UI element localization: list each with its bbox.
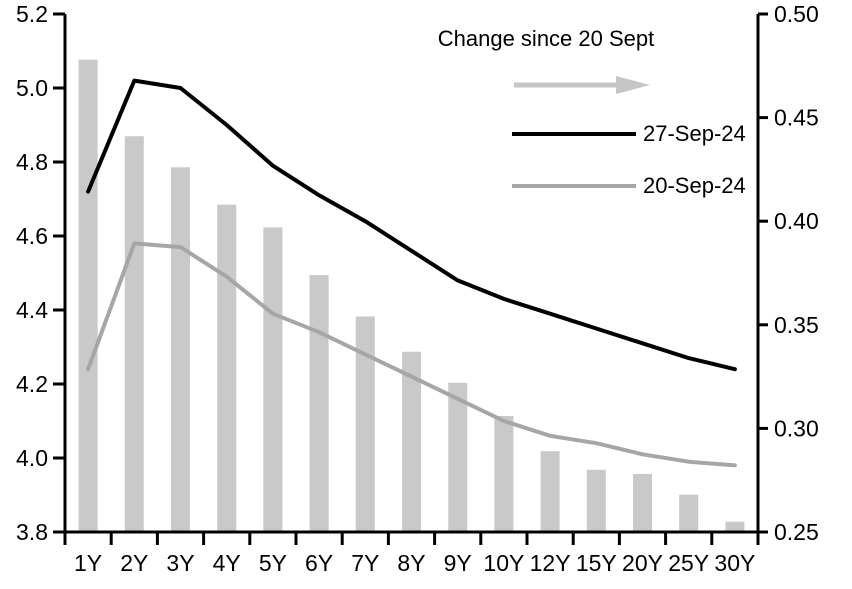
right-axis-tick-label: 0.40 bbox=[774, 208, 819, 234]
bar-10Y bbox=[494, 415, 514, 532]
right-axis-tick-label: 0.50 bbox=[774, 1, 819, 27]
x-axis-category-label: 6Y bbox=[305, 550, 333, 576]
line-series-20-Sep-24 bbox=[86, 241, 737, 468]
x-axis-category-label: 12Y bbox=[530, 550, 571, 576]
x-axis-category-label: 20Y bbox=[622, 550, 663, 576]
right-axis-tick-label: 0.30 bbox=[774, 415, 819, 441]
left-axis-tick-label: 4.2 bbox=[16, 371, 48, 397]
change-arrow-icon bbox=[514, 76, 650, 94]
bar-2Y bbox=[124, 136, 144, 533]
legend-title: Change since 20 Sept bbox=[437, 26, 655, 51]
x-axis-category-label: 3Y bbox=[166, 550, 194, 576]
bar-1Y bbox=[78, 59, 98, 533]
left-axis-tick-label: 3.8 bbox=[16, 519, 48, 545]
bar-30Y bbox=[725, 521, 745, 532]
x-axis-category-label: 30Y bbox=[714, 550, 755, 576]
left-axis-tick-label: 4.8 bbox=[16, 149, 48, 175]
bar-8Y bbox=[402, 351, 421, 532]
bar-6Y bbox=[309, 275, 329, 532]
left-axis-tick-label: 4.4 bbox=[16, 297, 48, 323]
right-axis-tick-label: 0.25 bbox=[774, 519, 819, 545]
black-line-swatch bbox=[512, 132, 636, 136]
line-series-27-Sep-24 bbox=[86, 78, 737, 372]
x-axis-category-label: 9Y bbox=[444, 550, 472, 576]
x-axis-category-label: 10Y bbox=[483, 550, 524, 576]
bar-25Y bbox=[679, 494, 699, 532]
x-axis-category-label: 15Y bbox=[576, 550, 617, 576]
bar-4Y bbox=[217, 204, 237, 532]
bar-3Y bbox=[171, 167, 190, 532]
left-axis-tick-label: 4.0 bbox=[16, 445, 48, 471]
legend-label-27-sep: 27-Sep-24 bbox=[643, 121, 746, 146]
x-axis-category-label: 2Y bbox=[120, 550, 148, 576]
x-axis-category-label: 7Y bbox=[351, 550, 379, 576]
x-axis-category-label: 4Y bbox=[213, 550, 241, 576]
x-axis-category-label: 5Y bbox=[259, 550, 287, 576]
right-axis-tick-label: 0.45 bbox=[774, 105, 819, 131]
bar-7Y bbox=[355, 316, 375, 532]
legend-item-27-sep: 27-Sep-24 bbox=[512, 121, 746, 146]
x-axis-category-label: 8Y bbox=[397, 550, 425, 576]
left-axis-tick-label: 4.6 bbox=[16, 223, 48, 249]
x-axis-category-label: 1Y bbox=[74, 550, 102, 576]
x-axis-category-label: 25Y bbox=[668, 550, 709, 576]
gray-line-swatch bbox=[512, 184, 636, 188]
bar-15Y bbox=[586, 469, 606, 532]
bar-12Y bbox=[540, 451, 560, 532]
bar-9Y bbox=[448, 382, 468, 532]
right-axis-tick-label: 0.35 bbox=[774, 312, 819, 338]
left-axis-tick-label: 5.0 bbox=[16, 75, 48, 101]
left-axis-tick-label: 5.2 bbox=[16, 1, 48, 27]
bar-20Y bbox=[633, 473, 652, 532]
bar-5Y bbox=[263, 227, 283, 532]
legend-label-20-sep: 20-Sep-24 bbox=[643, 173, 746, 198]
legend-item-20-sep: 20-Sep-24 bbox=[512, 173, 746, 198]
